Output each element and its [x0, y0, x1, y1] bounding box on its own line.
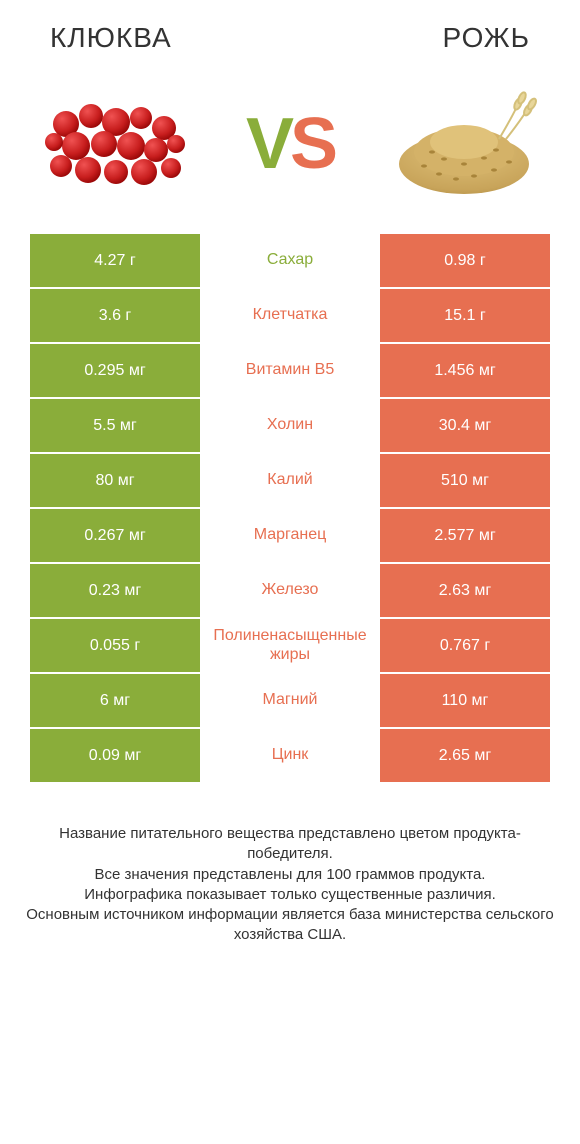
hero: VS — [0, 54, 580, 234]
value-right: 110 мг — [380, 674, 550, 727]
value-right: 0.98 г — [380, 234, 550, 287]
title-right: РОЖЬ — [443, 22, 530, 54]
table-row: 4.27 гСахар0.98 г — [30, 234, 550, 289]
footer: Название питательного вещества представл… — [0, 784, 580, 946]
nutrient-label: Калий — [200, 454, 380, 507]
value-right: 2.577 мг — [380, 509, 550, 562]
footer-line: Название питательного вещества представл… — [24, 824, 556, 865]
table-row: 0.23 мгЖелезо2.63 мг — [30, 564, 550, 619]
nutrient-label: Полиненасыщенные жиры — [200, 619, 380, 672]
value-right: 15.1 г — [380, 289, 550, 342]
value-left: 6 мг — [30, 674, 200, 727]
table-row: 0.295 мгВитамин B51.456 мг — [30, 344, 550, 399]
vs-v: V — [246, 104, 290, 184]
nutrient-label: Марганец — [200, 509, 380, 562]
value-right: 2.65 мг — [380, 729, 550, 782]
header: КЛЮКВА РОЖЬ — [0, 0, 580, 54]
value-right: 2.63 мг — [380, 564, 550, 617]
nutrient-label: Магний — [200, 674, 380, 727]
value-left: 80 мг — [30, 454, 200, 507]
cranberry-icon — [36, 84, 196, 204]
value-left: 0.295 мг — [30, 344, 200, 397]
table-row: 0.055 гПолиненасыщенные жиры0.767 г — [30, 619, 550, 674]
nutrient-label: Сахар — [200, 234, 380, 287]
value-right: 510 мг — [380, 454, 550, 507]
value-left: 0.055 г — [30, 619, 200, 672]
table-row: 80 мгКалий510 мг — [30, 454, 550, 509]
nutrient-label: Железо — [200, 564, 380, 617]
value-left: 0.23 мг — [30, 564, 200, 617]
value-left: 0.09 мг — [30, 729, 200, 782]
table-row: 6 мгМагний110 мг — [30, 674, 550, 729]
nutrient-label: Витамин B5 — [200, 344, 380, 397]
table-row: 5.5 мгХолин30.4 мг — [30, 399, 550, 454]
vs-label: VS — [246, 108, 334, 180]
value-left: 4.27 г — [30, 234, 200, 287]
value-left: 0.267 мг — [30, 509, 200, 562]
value-right: 0.767 г — [380, 619, 550, 672]
title-left: КЛЮКВА — [50, 22, 172, 54]
table-row: 0.267 мгМарганец2.577 мг — [30, 509, 550, 564]
footer-line: Основным источником информации является … — [24, 905, 556, 946]
value-right: 30.4 мг — [380, 399, 550, 452]
nutrient-label: Холин — [200, 399, 380, 452]
table-row: 3.6 гКлетчатка15.1 г — [30, 289, 550, 344]
rye-icon — [384, 84, 544, 204]
value-left: 5.5 мг — [30, 399, 200, 452]
footer-line: Все значения представлены для 100 граммо… — [24, 865, 556, 885]
comparison-table: 4.27 гСахар0.98 г3.6 гКлетчатка15.1 г0.2… — [0, 234, 580, 784]
value-right: 1.456 мг — [380, 344, 550, 397]
value-left: 3.6 г — [30, 289, 200, 342]
cranberry-image — [36, 84, 196, 204]
table-row: 0.09 мгЦинк2.65 мг — [30, 729, 550, 784]
nutrient-label: Цинк — [200, 729, 380, 782]
rye-image — [384, 84, 544, 204]
vs-s: S — [290, 104, 334, 184]
nutrient-label: Клетчатка — [200, 289, 380, 342]
footer-line: Инфографика показывает только существенн… — [24, 885, 556, 905]
